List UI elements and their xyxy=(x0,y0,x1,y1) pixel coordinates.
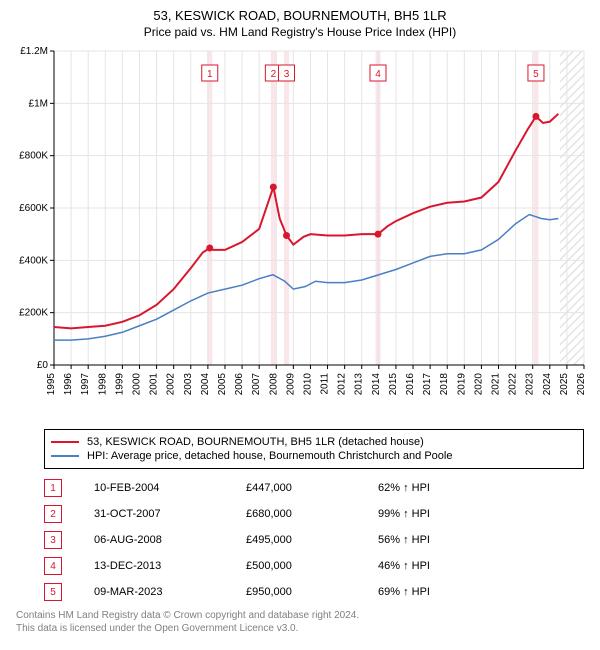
svg-text:2015: 2015 xyxy=(388,373,399,396)
svg-text:3: 3 xyxy=(284,69,290,80)
svg-text:2003: 2003 xyxy=(183,373,194,396)
sale-row: 5 09-MAR-2023 £950,000 69% ↑ HPI xyxy=(44,579,584,605)
sale-marker: 4 xyxy=(44,557,62,575)
svg-text:2025: 2025 xyxy=(559,373,570,396)
sale-date: 31-OCT-2007 xyxy=(94,508,214,520)
chart-svg: £0 £200K £400K £600K £800K £1M £1.2M 1995 1996 19… xyxy=(10,45,590,415)
sale-price: £447,000 xyxy=(246,482,346,494)
legend-swatch xyxy=(51,441,79,443)
sale-row: 2 31-OCT-2007 £680,000 99% ↑ HPI xyxy=(44,501,584,527)
svg-text:2013: 2013 xyxy=(354,373,365,396)
svg-text:2000: 2000 xyxy=(131,373,142,396)
sale-pct-vs-hpi: 99% ↑ HPI xyxy=(378,508,478,520)
legend: 53, KESWICK ROAD, BOURNEMOUTH, BH5 1LR (… xyxy=(44,429,584,469)
sale-marker: 3 xyxy=(44,531,62,549)
svg-text:2007: 2007 xyxy=(251,373,262,396)
sale-pct-vs-hpi: 46% ↑ HPI xyxy=(378,560,478,572)
sale-price: £680,000 xyxy=(246,508,346,520)
legend-item: 53, KESWICK ROAD, BOURNEMOUTH, BH5 1LR (… xyxy=(51,436,577,448)
sale-row: 4 13-DEC-2013 £500,000 46% ↑ HPI xyxy=(44,553,584,579)
svg-text:2001: 2001 xyxy=(149,373,160,396)
sale-price: £950,000 xyxy=(246,586,346,598)
sale-date: 13-DEC-2013 xyxy=(94,560,214,572)
svg-text:2020: 2020 xyxy=(473,373,484,396)
legend-swatch xyxy=(51,455,79,457)
legend-item: HPI: Average price, detached house, Bour… xyxy=(51,450,577,462)
svg-text:4: 4 xyxy=(375,69,381,80)
sale-date: 09-MAR-2023 xyxy=(94,586,214,598)
svg-text:2006: 2006 xyxy=(234,373,245,396)
svg-text:£800K: £800K xyxy=(19,151,48,162)
svg-text:£600K: £600K xyxy=(19,203,48,214)
sale-row: 3 06-AUG-2008 £495,000 56% ↑ HPI xyxy=(44,527,584,553)
sale-date: 06-AUG-2008 xyxy=(94,534,214,546)
chart-subtitle: Price paid vs. HM Land Registry's House … xyxy=(6,25,594,39)
svg-text:1998: 1998 xyxy=(97,373,108,396)
svg-text:2009: 2009 xyxy=(285,373,296,396)
legend-label: HPI: Average price, detached house, Bour… xyxy=(87,450,452,462)
svg-text:2026: 2026 xyxy=(576,373,587,396)
chart-plot: £0 £200K £400K £600K £800K £1M £1.2M 1995 1996 19… xyxy=(10,45,590,415)
sale-marker: 5 xyxy=(44,583,62,601)
svg-text:£400K: £400K xyxy=(19,255,48,266)
svg-text:1995: 1995 xyxy=(46,373,57,396)
sale-price: £500,000 xyxy=(246,560,346,572)
legend-label: 53, KESWICK ROAD, BOURNEMOUTH, BH5 1LR (… xyxy=(87,436,424,448)
sale-marker: 1 xyxy=(44,479,62,497)
footnote-line-1: Contains HM Land Registry data © Crown c… xyxy=(16,609,584,622)
sale-pct-vs-hpi: 69% ↑ HPI xyxy=(378,586,478,598)
sale-pct-vs-hpi: 56% ↑ HPI xyxy=(378,534,478,546)
svg-text:2010: 2010 xyxy=(302,373,313,396)
footnote-line-2: This data is licensed under the Open Gov… xyxy=(16,622,584,635)
svg-text:2005: 2005 xyxy=(217,373,228,396)
svg-text:2008: 2008 xyxy=(268,373,279,396)
svg-text:2018: 2018 xyxy=(439,373,450,396)
svg-text:£1.2M: £1.2M xyxy=(20,46,48,57)
sale-marker: 2 xyxy=(44,505,62,523)
sale-pct-vs-hpi: 62% ↑ HPI xyxy=(378,482,478,494)
sales-table: 1 10-FEB-2004 £447,000 62% ↑ HPI 2 31-OCT-200… xyxy=(44,475,584,605)
svg-text:2022: 2022 xyxy=(508,373,519,396)
svg-text:2023: 2023 xyxy=(525,373,536,396)
svg-text:2024: 2024 xyxy=(542,373,553,396)
chart-container: 53, KESWICK ROAD, BOURNEMOUTH, BH5 1LR P… xyxy=(0,0,600,639)
svg-text:1996: 1996 xyxy=(63,373,74,396)
svg-text:1: 1 xyxy=(207,69,213,80)
svg-text:£0: £0 xyxy=(37,360,49,371)
svg-text:2019: 2019 xyxy=(456,373,467,396)
sale-row: 1 10-FEB-2004 £447,000 62% ↑ HPI xyxy=(44,475,584,501)
svg-text:1997: 1997 xyxy=(80,373,91,396)
sale-date: 10-FEB-2004 xyxy=(94,482,214,494)
svg-text:£1M: £1M xyxy=(29,98,48,109)
chart-title: 53, KESWICK ROAD, BOURNEMOUTH, BH5 1LR xyxy=(6,8,594,23)
svg-text:5: 5 xyxy=(533,69,539,80)
svg-text:2004: 2004 xyxy=(200,373,211,396)
svg-text:2011: 2011 xyxy=(320,373,331,395)
svg-text:2021: 2021 xyxy=(491,373,502,396)
svg-text:1999: 1999 xyxy=(114,373,125,396)
footnote: Contains HM Land Registry data © Crown c… xyxy=(16,609,584,635)
sale-price: £495,000 xyxy=(246,534,346,546)
svg-text:2: 2 xyxy=(271,69,277,80)
svg-text:2012: 2012 xyxy=(337,373,348,396)
svg-text:2014: 2014 xyxy=(371,373,382,396)
svg-text:2016: 2016 xyxy=(405,373,416,396)
svg-text:2002: 2002 xyxy=(166,373,177,396)
svg-text:£200K: £200K xyxy=(19,308,48,319)
svg-text:2017: 2017 xyxy=(422,373,433,396)
